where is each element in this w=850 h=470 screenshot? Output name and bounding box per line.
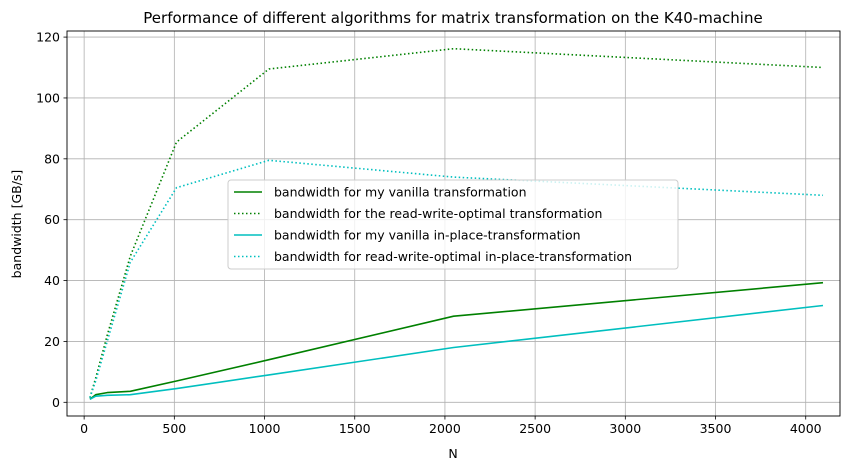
y-tick-label: 80: [44, 151, 60, 166]
y-tick-label: 20: [44, 334, 60, 349]
y-tick-label: 0: [52, 395, 60, 410]
series-line-2: [89, 47, 824, 398]
x-tick-label: 2500: [519, 421, 551, 436]
series-line-1: [89, 281, 824, 400]
y-tick-label: 120: [36, 30, 60, 45]
x-tick-label: 2000: [429, 421, 461, 436]
x-tick-label: 4000: [790, 421, 822, 436]
chart-title: Performance of different algorithms for …: [143, 9, 762, 27]
x-tick-label: 3000: [609, 421, 641, 436]
y-tick-label: 40: [44, 273, 60, 288]
x-tick-label: 0: [80, 421, 88, 436]
x-tick-label: 1000: [249, 421, 281, 436]
y-tick-label: 60: [44, 212, 60, 227]
x-tick-label: 3500: [700, 421, 732, 436]
x-axis-label: N: [448, 446, 457, 461]
legend-entry: bandwidth for read-write-optimal in-plac…: [274, 249, 632, 264]
series-line-3: [89, 304, 824, 401]
plot-frame: [66, 30, 841, 417]
legend-entry: bandwidth for the read-write-optimal tra…: [274, 206, 602, 221]
legend-entry: bandwidth for my vanilla transformation: [274, 185, 527, 200]
series-layer: [89, 47, 824, 401]
grid-lines: [67, 31, 840, 416]
x-tick-label: 500: [162, 421, 186, 436]
y-axis-label: bandwidth [GB/s]: [9, 170, 24, 279]
y-tick-label: 100: [36, 90, 60, 105]
x-axis-ticks: 0 500 1000 1500 2000 2500 3000 3500 4000: [80, 416, 822, 436]
series-line-4: [89, 159, 824, 398]
legend-box: [227, 179, 679, 270]
legend: bandwidth for my vanilla transformation b…: [227, 179, 679, 270]
legend-entry: bandwidth for my vanilla in-place-transf…: [274, 228, 581, 243]
x-tick-label: 1500: [339, 421, 371, 436]
y-axis-ticks: 0 20 40 60 80 100 120: [36, 30, 67, 410]
